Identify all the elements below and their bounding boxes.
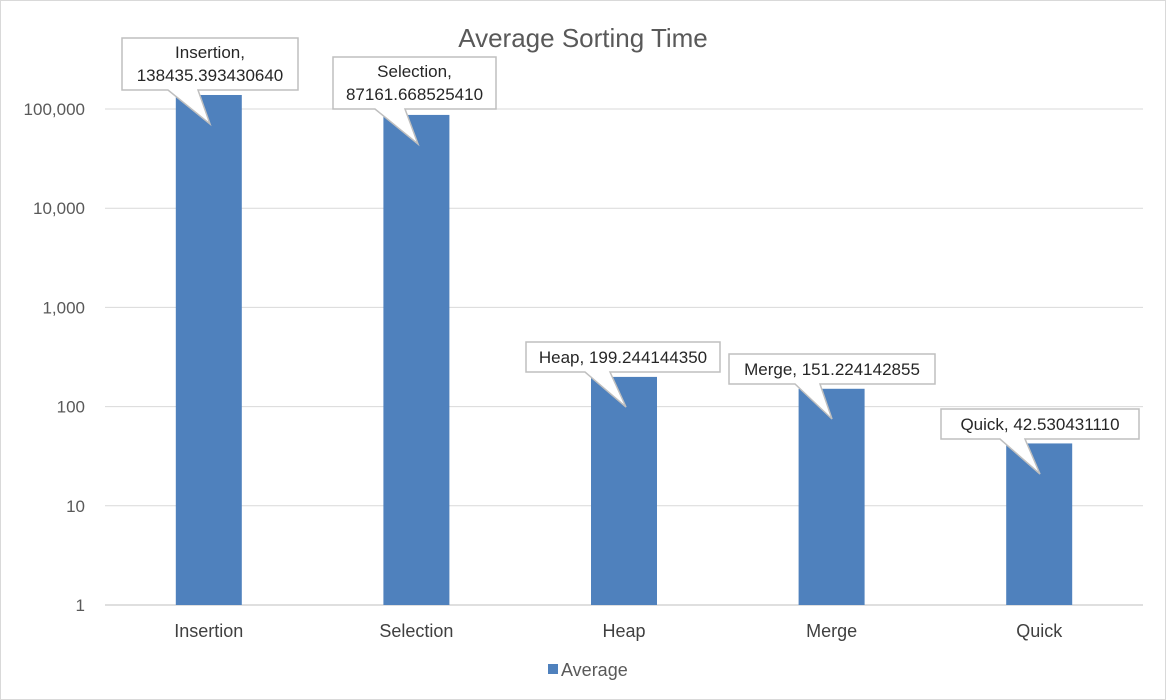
y-tick-label: 1 [76,596,85,615]
data-label: 87161.668525410 [346,85,483,104]
grid-lines [105,108,1143,606]
x-category-label: Selection [379,621,453,641]
legend: Average [548,660,628,680]
callout-box [121,37,299,127]
bar-selection [383,114,450,605]
y-tick-label: 10 [66,497,85,516]
callout-selection: Selection, 87161.668525410 [332,56,497,147]
data-label: Heap, 199.244144350 [539,348,707,367]
data-label: Quick, 42.530431110 [960,415,1119,434]
callout-box [940,408,1140,475]
legend-label: Average [561,660,628,680]
data-label: Insertion, [175,43,245,62]
callout-box [332,56,497,147]
y-tick-label: 10,000 [33,199,85,218]
callout-box [728,353,936,420]
x-axis-category-labels: Insertion Selection Heap Merge Quick [174,621,1063,641]
callout-quick: Quick, 42.530431110 [940,408,1140,475]
bar-quick [1006,443,1073,605]
x-category-label: Merge [806,621,857,641]
callout-box [525,341,721,408]
data-label: Selection, [377,62,452,81]
x-category-label: Heap [602,621,645,641]
y-tick-label: 100,000 [24,100,85,119]
data-label: Merge, 151.224142855 [744,360,920,379]
y-axis-tick-labels: 1 10 100 1,000 10,000 100,000 [24,100,85,615]
y-tick-label: 100 [57,398,85,417]
bars [175,94,1073,605]
legend-swatch [548,664,558,674]
callout-insertion: Insertion, 138435.393430640 [121,37,299,127]
data-label-callouts: Insertion, 138435.393430640 Selection, 8716… [121,37,1140,475]
data-label: 138435.393430640 [137,66,284,85]
bar-insertion [175,94,242,605]
bar-merge [798,388,865,605]
y-tick-label: 1,000 [42,298,85,317]
callout-heap: Heap, 199.244144350 [525,341,721,408]
x-category-label: Quick [1016,621,1063,641]
callout-merge: Merge, 151.224142855 [728,353,936,420]
x-category-label: Insertion [174,621,243,641]
bar-heap [591,376,657,605]
chart-title: Average Sorting Time [458,23,708,53]
